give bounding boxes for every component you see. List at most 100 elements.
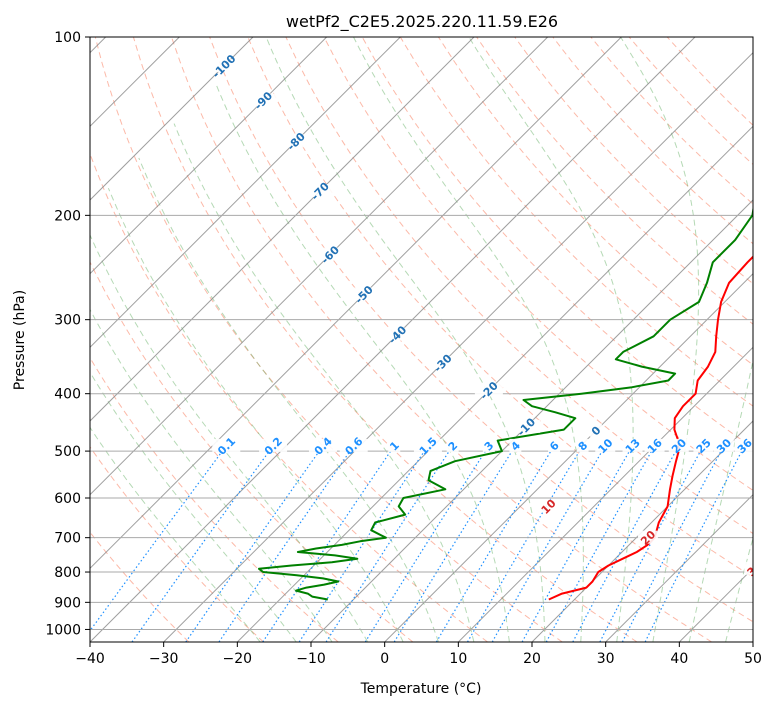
x-tick-label: −10	[296, 651, 326, 667]
x-axis-label: Temperature (°C)	[360, 681, 482, 697]
y-axis-label: Pressure (hPa)	[12, 290, 28, 390]
isotherm	[384, 272, 753, 642]
x-tick-label: 10	[449, 651, 467, 667]
profile-series	[258, 205, 753, 601]
dry-adiabat	[90, 260, 414, 642]
dry-adiabat	[90, 356, 339, 642]
isotherm	[90, 37, 254, 201]
moist-adiabat	[265, 37, 546, 642]
y-tick-label: 300	[54, 313, 81, 329]
x-tick-label: 0	[380, 651, 389, 667]
isotherm	[678, 567, 753, 642]
dry-adiabat	[514, 37, 753, 285]
isotherm	[90, 37, 622, 570]
mixing-ratio-line	[325, 450, 450, 642]
line-labels: -100-90-80-70-60-50-40-30-20-10 00.1 0.2 0.…	[205, 52, 753, 579]
mixing-ratio-label: 0.4	[308, 435, 337, 458]
mixing-ratio-line	[185, 450, 320, 642]
dry-adiabat-label: 10	[538, 497, 559, 517]
mixing-ratio-label: 13	[622, 436, 643, 456]
moist-adiabat	[468, 37, 634, 642]
plot-frame	[89, 36, 754, 643]
x-tick-label: 50	[744, 651, 762, 667]
dry-adiabat	[476, 37, 753, 325]
svg-text:1.5: 1.5	[417, 435, 440, 458]
svg-text:0.2: 0.2	[262, 435, 285, 458]
mixing-ratio-label: 10	[595, 436, 616, 456]
x-tick-label: −30	[149, 651, 179, 667]
mixing-ratio-label: 2	[446, 438, 460, 454]
mixing-ratio-line	[644, 450, 743, 642]
isotherm	[752, 641, 753, 642]
y-tick-label: 600	[54, 491, 81, 507]
dry-adiabat	[323, 37, 753, 491]
moist-adiabat	[90, 233, 369, 642]
mixing-ratio-line	[393, 450, 513, 642]
dry-adiabat	[90, 531, 190, 642]
mixing-ratio-line	[521, 450, 631, 642]
mixing-ratio-label: 1	[387, 438, 402, 454]
mixing-ratio-line	[262, 450, 392, 642]
mixing-ratio-label: 25	[693, 436, 714, 456]
isotherm-label: -70	[305, 180, 334, 203]
isotherm-label: -90	[249, 89, 278, 112]
dry-adiabat	[171, 37, 712, 642]
dry-adiabat	[209, 37, 753, 623]
moist-adiabat	[107, 188, 404, 642]
moist-adiabat	[725, 536, 753, 642]
y-tick-label: 400	[54, 387, 81, 403]
isotherm-label: -10	[512, 415, 541, 439]
y-axis: 1000 900 800 700 600 500 400 300 200 100	[45, 30, 90, 638]
mixing-ratio-label: 16	[644, 436, 665, 456]
svg-text:-70: -70	[309, 180, 332, 203]
series-line-0	[548, 255, 753, 601]
moist-adiabat	[173, 123, 475, 642]
mixing-ratio-line	[572, 450, 677, 642]
series-line-1	[258, 205, 753, 601]
mixing-ratio-line	[545, 450, 653, 642]
dry-adiabat	[247, 37, 753, 578]
isotherm	[236, 125, 753, 642]
dry-adiabat	[90, 152, 488, 642]
mixing-ratio-label: 4	[508, 439, 523, 454]
dry-adiabat	[552, 37, 753, 245]
isotherm	[90, 37, 549, 496]
isotherm-label: -30	[428, 351, 457, 375]
x-tick-label: 30	[597, 651, 615, 667]
mixing-ratio-label: 36	[734, 436, 753, 456]
mixing-ratio-line	[364, 450, 486, 642]
isotherm	[163, 51, 753, 642]
moist-adiabat	[215, 83, 510, 642]
mixing-ratio-label: 6	[547, 439, 562, 454]
isotherm	[90, 37, 475, 422]
isotherm-label: -60	[316, 243, 345, 267]
isotherm-label: -100	[205, 52, 242, 81]
isotherm	[605, 493, 753, 642]
isotherm	[90, 37, 328, 275]
y-tick-label: 800	[54, 565, 81, 581]
isotherm	[310, 199, 753, 642]
dry-adiabat	[590, 37, 753, 205]
x-tick-label: 40	[670, 651, 688, 667]
x-tick-label: −20	[223, 651, 253, 667]
dry-adiabat	[437, 37, 753, 366]
isotherm	[531, 420, 753, 642]
background-lines	[90, 37, 753, 642]
dry-adiabat-label: 30	[744, 559, 753, 579]
mixing-ratio-label: 20	[668, 436, 689, 456]
isotherm	[90, 37, 401, 349]
y-tick-label: 700	[54, 531, 81, 547]
moist-adiabat	[620, 37, 700, 642]
isotherm-label: -40	[383, 323, 412, 347]
y-tick-label: 900	[54, 595, 81, 611]
moist-adiabat	[90, 371, 297, 642]
dry-adiabat-label: 20	[637, 528, 659, 548]
mixing-ratio-line	[90, 450, 223, 632]
mixing-ratio-label: 30	[713, 436, 734, 456]
isotherm	[457, 346, 753, 642]
dry-adiabat	[666, 37, 753, 126]
svg-text:0.4: 0.4	[312, 435, 335, 458]
dry-adiabat	[90, 446, 264, 642]
y-tick-label: 100	[54, 30, 81, 46]
